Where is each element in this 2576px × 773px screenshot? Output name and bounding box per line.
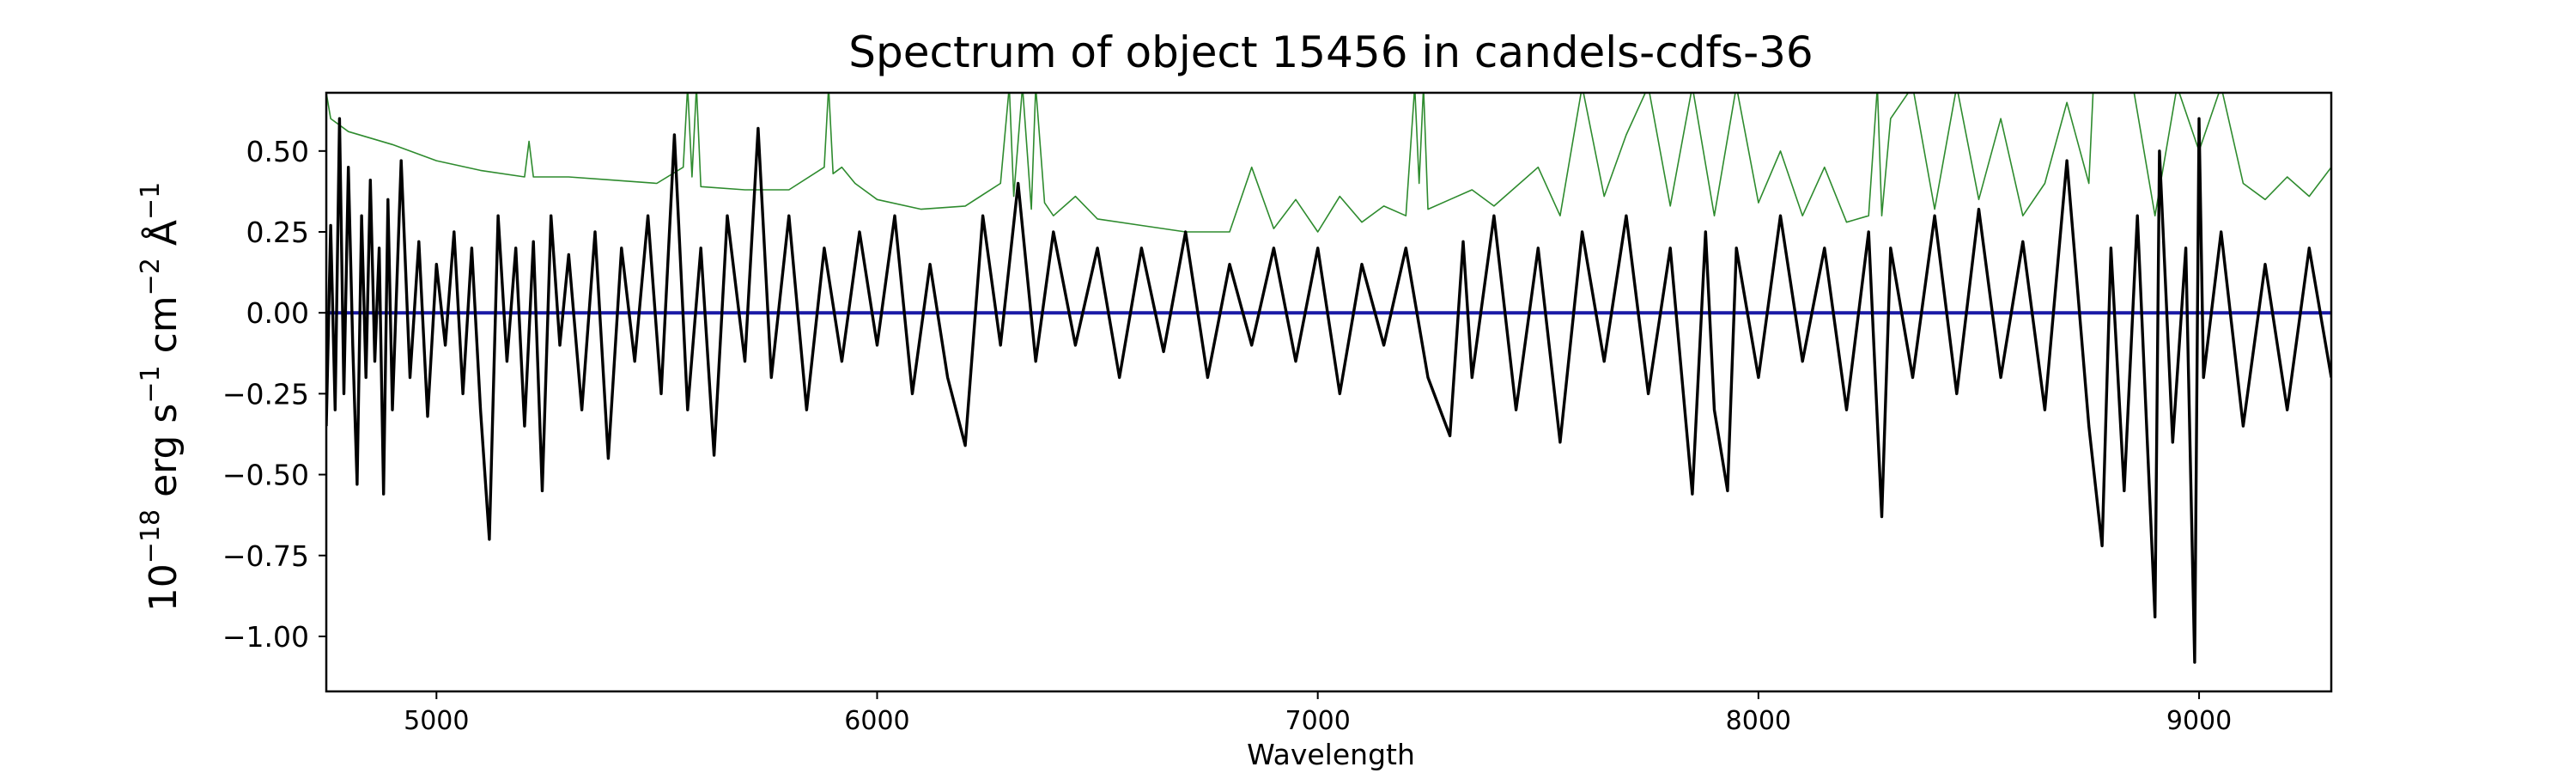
error-spectrum-line: [326, 93, 2331, 233]
plot-area-frame: [325, 91, 2333, 693]
y-tick-label: −0.25: [222, 377, 309, 411]
series-layer: [326, 93, 2331, 664]
y-tick-label: −1.00: [222, 620, 309, 654]
y-tick-label: 0.25: [246, 216, 309, 249]
flux-line: [326, 117, 2331, 664]
y-tick-label: 0.00: [246, 296, 309, 330]
chart-title: Spectrum of object 15456 in candels-cdfs…: [848, 27, 1814, 77]
y-tick-label: −0.75: [222, 539, 309, 573]
x-axis-label: Wavelength: [1247, 738, 1415, 771]
x-tick-label: 7000: [1285, 706, 1350, 736]
x-tick-label: 8000: [1726, 706, 1791, 736]
y-tick-label: 0.50: [246, 135, 309, 168]
y-axis-label: 10−18 erg s−1 cm−2 Å−1: [136, 182, 185, 612]
x-tick-label: 9000: [2166, 706, 2232, 736]
axes-layer: 5000 6000 7000 8000 9000 0.50 0.25 0.00 −0.25 −0.…: [222, 135, 2232, 736]
x-tick-label: 6000: [844, 706, 909, 736]
x-tick-label: 5000: [404, 706, 469, 736]
y-tick-label: −0.50: [222, 459, 309, 492]
